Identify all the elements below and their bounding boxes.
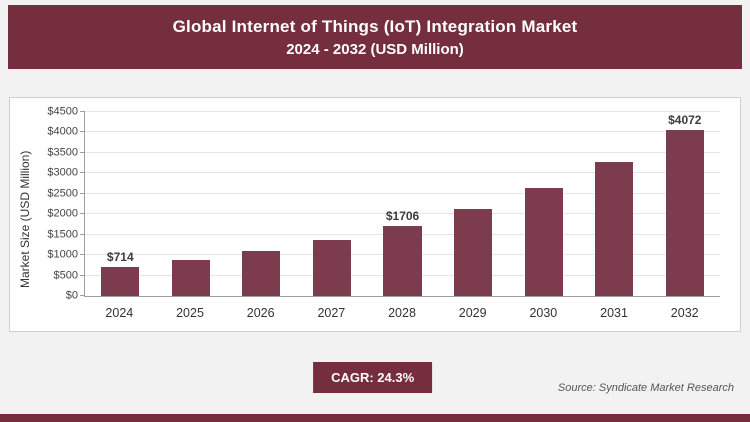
x-axis-label-2029: 2029 (458, 306, 487, 320)
x-axis-label-2025: 2025 (176, 306, 204, 320)
source-attribution: Source: Syndicate Market Research (557, 382, 734, 394)
y-tick-mark (80, 274, 85, 276)
bar-slot-2024: $714 (85, 112, 156, 296)
gridline (85, 151, 720, 153)
bar-slot-2028: $1706 (367, 112, 438, 296)
y-tick-label: $3000 (47, 166, 78, 179)
x-axis-label-2026: 2026 (246, 306, 275, 320)
y-tick-mark (80, 254, 85, 256)
chart-title-line1: Global Internet of Things (IoT) Integrat… (172, 16, 578, 36)
bar-value-label-2028: $1706 (385, 209, 420, 224)
y-tick-label: $0 (65, 289, 78, 302)
bars-container: $714 $1706 $4072 (85, 112, 720, 296)
x-axis-label-2031: 2031 (600, 306, 628, 320)
y-tick-label: $4000 (47, 125, 78, 138)
y-tick-label: $2000 (47, 207, 78, 220)
bottom-accent-strip (0, 414, 750, 422)
gridline (85, 213, 720, 215)
cagr-badge: CAGR: 24.3% (313, 362, 433, 393)
bar-value-label-2032: $4072 (668, 112, 702, 127)
gridline (85, 172, 720, 174)
bar-2028 (383, 226, 422, 296)
y-tick-label: $4500 (47, 105, 78, 118)
bar-slot-2025 (156, 112, 227, 296)
y-tick-mark (80, 151, 85, 153)
y-tick-label: $3500 (47, 146, 78, 159)
y-tick-mark (80, 192, 85, 194)
plot-column: $0 $500 $1000 $1500 $2000 $2500 $3000 $3500 $400… (34, 106, 726, 325)
x-axis-label-2024: 2024 (105, 306, 134, 320)
y-axis-title: Market Size (USD Million) (18, 149, 32, 288)
y-tick-label: $2500 (47, 187, 78, 200)
plot-area: $0 $500 $1000 $1500 $2000 $2500 $3000 $3500 $400… (47, 106, 720, 301)
bar-slot-2029 (438, 112, 509, 296)
chart-title-line2: 2024 - 2032 (USD Million) (286, 40, 464, 58)
bar-2026 (242, 250, 281, 296)
header-banner: Global Internet of Things (IoT) Integrat… (8, 5, 742, 69)
bar-slot-2031 (579, 112, 650, 296)
y-tick-mark (80, 213, 85, 215)
gridline (85, 192, 720, 194)
chart-card: Market Size (USD Million) $0 $500 $1000 $15… (9, 97, 741, 332)
bar-2031 (595, 162, 634, 296)
gridline (85, 131, 720, 133)
x-axis-labels: 2024 2025 2026 2027 2028 2029 2030 2031 2032 (84, 297, 720, 325)
y-tick-label: $1000 (47, 248, 78, 261)
bar-2027 (312, 239, 352, 296)
y-tick-mark (80, 131, 85, 133)
x-axis-label-2032: 2032 (670, 306, 699, 320)
bar-2029 (454, 209, 493, 296)
bar-slot-2032: $4072 (650, 112, 721, 296)
gridline (85, 111, 720, 112)
bar-slot-2030 (508, 112, 579, 296)
bar-2024 (101, 266, 140, 296)
bar-2025 (171, 259, 210, 296)
chart-footer: CAGR: 24.3% Source: Syndicate Market Res… (14, 362, 736, 396)
y-tick-label: $500 (53, 269, 78, 282)
y-tick-mark (80, 172, 85, 174)
y-tick-mark (80, 295, 85, 296)
x-axis-label-2027: 2027 (317, 306, 346, 320)
y-tick-label: $1500 (47, 228, 78, 241)
bar-value-label-2024: $714 (106, 249, 134, 264)
bar-2030 (524, 188, 563, 296)
y-tick-mark (80, 111, 85, 112)
y-tick-mark (80, 233, 85, 235)
plot-wrap: $0 $500 $1000 $1500 $2000 $2500 $3000 $3500 $400… (47, 106, 720, 301)
bar-slot-2026 (226, 112, 297, 296)
bar-slot-2027 (297, 112, 368, 296)
bar-2032 (665, 129, 704, 296)
x-axis-label-2028: 2028 (388, 306, 416, 320)
x-axis-label-2030: 2030 (529, 306, 558, 320)
